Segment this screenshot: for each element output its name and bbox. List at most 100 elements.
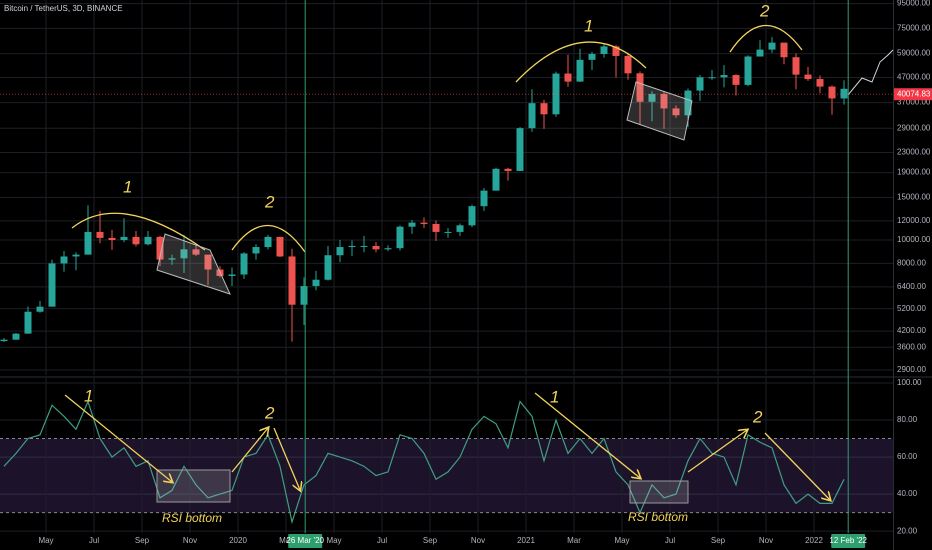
- candle-body: [384, 248, 392, 250]
- arrow: [231, 428, 268, 473]
- candle-body: [828, 86, 836, 99]
- x-tick-label: Jul: [89, 536, 99, 545]
- candle-body: [300, 286, 308, 305]
- candle-body: [264, 236, 272, 248]
- candle-body: [504, 168, 512, 171]
- x-tick-label: May: [38, 536, 53, 545]
- x-tick-label: Sep: [423, 536, 438, 545]
- candle-body: [132, 236, 140, 245]
- candle-body: [732, 75, 740, 85]
- candle-body: [528, 103, 536, 129]
- x-tick-label: 2021: [517, 536, 535, 545]
- candle-body: [0, 339, 8, 342]
- candle-body: [456, 225, 464, 232]
- candle-body: [564, 73, 572, 82]
- y-tick-label: 75000.00: [897, 24, 931, 33]
- candle-body: [624, 55, 632, 74]
- y-tick-label: 95000.00: [897, 0, 931, 8]
- candle-body: [396, 226, 404, 249]
- candle-body: [492, 168, 500, 191]
- rsi-drawings: 1 2 1 2 RSI bottom RSI bottom: [64, 386, 830, 525]
- marker-label: 26 Mar '20: [286, 536, 324, 545]
- price-drawings: 1 2 1 2: [71, 1, 894, 295]
- projection: [847, 49, 894, 96]
- y-tick-label: 12000.00: [897, 216, 931, 225]
- candle-body: [708, 77, 716, 79]
- box: [156, 233, 231, 295]
- y-tick-label: 40.00: [897, 489, 918, 498]
- candle-body: [288, 256, 296, 305]
- annotation: 1: [123, 177, 132, 196]
- candle-body: [72, 254, 80, 257]
- candle-body: [372, 245, 380, 250]
- y-tick-label: 10000.00: [897, 235, 931, 244]
- candle-body: [660, 93, 668, 109]
- candle-body: [792, 57, 800, 75]
- candle-body: [408, 222, 416, 227]
- x-tick-label: Sep: [135, 536, 150, 545]
- candle-body: [672, 108, 680, 116]
- y-tick-label: 3600.00: [897, 342, 926, 351]
- candle-body: [24, 311, 32, 334]
- annotation: 1: [84, 386, 93, 405]
- candle-body: [432, 223, 440, 232]
- last-price-label: 40074.83: [897, 89, 931, 98]
- candle-body: [180, 249, 188, 259]
- x-tick-label: Mar: [279, 536, 293, 545]
- y-tick-label: 20.00: [897, 526, 918, 535]
- y-tick-label: 60.00: [897, 452, 918, 461]
- box: [626, 81, 693, 141]
- y-tick-label: 29000.00: [897, 123, 931, 132]
- arrow: [64, 394, 172, 482]
- x-tick-label: 2020: [229, 536, 247, 545]
- candle-body: [36, 306, 44, 312]
- candle-body: [12, 333, 20, 340]
- candle-body: [516, 128, 524, 171]
- rsi-plot: [3, 399, 845, 525]
- candle-body: [84, 231, 92, 255]
- candle-body: [600, 46, 608, 54]
- candle-body: [156, 236, 164, 260]
- candle-body: [756, 49, 764, 57]
- annotation: RSI bottom: [162, 511, 222, 525]
- candle-body: [744, 56, 752, 85]
- candle-body: [816, 79, 824, 87]
- candle-body: [108, 237, 116, 241]
- y-tick-label: 15000.00: [897, 193, 931, 202]
- arc: [515, 41, 647, 83]
- candle-body: [168, 258, 176, 260]
- arrow: [534, 392, 640, 478]
- candle-body: [348, 245, 356, 248]
- candle-body: [612, 46, 620, 56]
- annotation: RSI bottom: [628, 510, 688, 524]
- x-tick-label: Mar: [567, 536, 581, 545]
- rsi-band: [0, 438, 893, 513]
- annotation: 2: [752, 407, 763, 426]
- candle-body: [228, 274, 236, 276]
- price-plot: [0, 37, 848, 342]
- arrow: [273, 427, 300, 490]
- candle-body: [240, 253, 248, 275]
- annotation: 1: [550, 387, 559, 406]
- arc: [729, 24, 803, 53]
- x-tick-label: May: [614, 536, 629, 545]
- rsi-line: [3, 399, 845, 525]
- candle-body: [120, 236, 128, 241]
- candle-body: [540, 103, 548, 115]
- y-tick-label: 4200.00: [897, 326, 926, 335]
- y-tick-label: 59000.00: [897, 49, 931, 58]
- y-tick-label: 23000.00: [897, 148, 931, 157]
- x-tick-label: Nov: [471, 536, 485, 545]
- candle-body: [336, 247, 344, 256]
- arrow: [764, 432, 830, 500]
- candle-body: [192, 249, 200, 255]
- candle-body: [96, 231, 104, 238]
- box: [629, 480, 689, 504]
- candle-body: [588, 53, 596, 60]
- y-tick-label: 80.00: [897, 415, 918, 424]
- annotation: 2: [264, 192, 275, 211]
- annotation: 1: [584, 16, 593, 35]
- y-tick-label: 5200.00: [897, 304, 926, 313]
